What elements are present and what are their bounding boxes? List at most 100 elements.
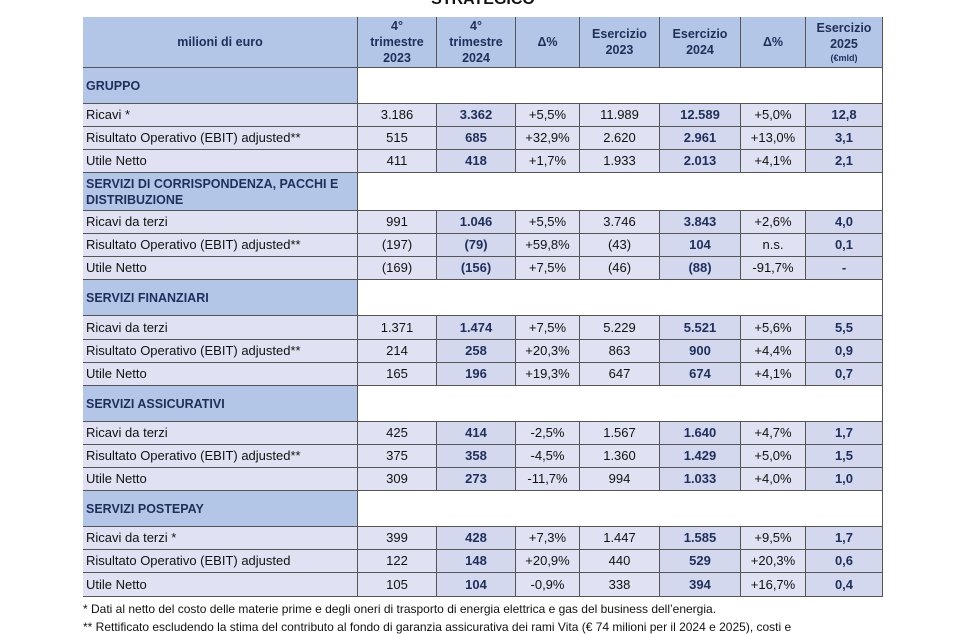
row-label: Ricavi da terzi [83, 316, 358, 340]
value-cell: 258 [437, 340, 516, 363]
value-cell: 1.033 [660, 468, 741, 491]
value-cell: 4,0 [806, 211, 883, 234]
value-cell: 685 [437, 127, 516, 150]
section-title: SERVIZI FINANZIARI [83, 280, 358, 316]
value-cell: +9,5% [741, 527, 806, 550]
value-cell: 358 [437, 445, 516, 468]
header-cell: Esercizio 2024 [660, 17, 741, 68]
row-label: Risultato Operativo (EBIT) adjusted [83, 550, 358, 573]
value-cell: +20,3% [741, 550, 806, 573]
value-cell: 0,9 [806, 340, 883, 363]
value-cell: +5,0% [741, 104, 806, 127]
value-cell: 863 [580, 340, 660, 363]
value-cell: 414 [437, 422, 516, 445]
value-cell: +7,3% [516, 527, 580, 550]
value-cell: 0,7 [806, 363, 883, 386]
value-cell: 1,7 [806, 527, 883, 550]
value-cell: 900 [660, 340, 741, 363]
value-cell: 0,4 [806, 573, 883, 597]
value-cell: 165 [358, 363, 437, 386]
value-cell: 5,5 [806, 316, 883, 340]
value-cell: 3.362 [437, 104, 516, 127]
section-blank [358, 491, 883, 527]
value-cell: +13,0% [741, 127, 806, 150]
row-label: Ricavi * [83, 104, 358, 127]
value-cell: +16,7% [741, 573, 806, 597]
value-cell: +4,1% [741, 150, 806, 173]
value-cell: 1.567 [580, 422, 660, 445]
header-cell: Δ% [741, 17, 806, 68]
value-cell: 3.186 [358, 104, 437, 127]
row-label: Utile Netto [83, 468, 358, 491]
value-cell: +1,7% [516, 150, 580, 173]
section-title: SERVIZI DI CORRISPONDENZA, PACCHI E DIST… [83, 173, 358, 211]
value-cell: +5,5% [516, 211, 580, 234]
value-cell: -91,7% [741, 257, 806, 280]
row-label: Ricavi da terzi [83, 211, 358, 234]
value-cell: 418 [437, 150, 516, 173]
value-cell: 1,7 [806, 422, 883, 445]
row-label: Utile Netto [83, 257, 358, 280]
value-cell: 196 [437, 363, 516, 386]
section-blank [358, 280, 883, 316]
value-cell: +5,0% [741, 445, 806, 468]
header-cell: Esercizio 2023 [580, 17, 660, 68]
footnote: ** Rettificato escludendo la stima del c… [83, 620, 792, 634]
value-cell: 1.429 [660, 445, 741, 468]
page-title: STRATEGICO [0, 0, 956, 9]
value-cell: 515 [358, 127, 437, 150]
value-cell: 214 [358, 340, 437, 363]
value-cell: (88) [660, 257, 741, 280]
value-cell: 12,8 [806, 104, 883, 127]
value-cell: 529 [660, 550, 741, 573]
section-title: GRUPPO [83, 68, 358, 104]
section-blank [358, 173, 883, 211]
value-cell: +32,9% [516, 127, 580, 150]
value-cell: +5,6% [741, 316, 806, 340]
value-cell: 338 [580, 573, 660, 597]
value-cell: +4,1% [741, 363, 806, 386]
value-cell: 104 [660, 234, 741, 257]
footnote: * Dati al netto del costo delle materie … [83, 602, 717, 616]
value-cell: +59,8% [516, 234, 580, 257]
value-cell: 1.933 [580, 150, 660, 173]
value-cell: 0,6 [806, 550, 883, 573]
value-cell: +19,3% [516, 363, 580, 386]
row-label: Risultato Operativo (EBIT) adjusted** [83, 234, 358, 257]
value-cell: 3,1 [806, 127, 883, 150]
value-cell: +5,5% [516, 104, 580, 127]
row-label: Risultato Operativo (EBIT) adjusted** [83, 340, 358, 363]
value-cell: +7,5% [516, 257, 580, 280]
value-cell: 1.371 [358, 316, 437, 340]
value-cell: +4,0% [741, 468, 806, 491]
value-cell: (169) [358, 257, 437, 280]
row-label: Risultato Operativo (EBIT) adjusted** [83, 127, 358, 150]
value-cell: 1.640 [660, 422, 741, 445]
row-label: Risultato Operativo (EBIT) adjusted** [83, 445, 358, 468]
header-cell: Δ% [516, 17, 580, 68]
value-cell: 994 [580, 468, 660, 491]
value-cell: -11,7% [516, 468, 580, 491]
value-cell: 2.620 [580, 127, 660, 150]
value-cell: -0,9% [516, 573, 580, 597]
value-cell: 1,0 [806, 468, 883, 491]
value-cell: (43) [580, 234, 660, 257]
value-cell: (197) [358, 234, 437, 257]
value-cell: 12.589 [660, 104, 741, 127]
value-cell: +20,3% [516, 340, 580, 363]
value-cell: 122 [358, 550, 437, 573]
value-cell: +4,7% [741, 422, 806, 445]
value-cell: 105 [358, 573, 437, 597]
value-cell: +2,6% [741, 211, 806, 234]
value-cell: -2,5% [516, 422, 580, 445]
row-label: Utile Netto [83, 363, 358, 386]
value-cell: 647 [580, 363, 660, 386]
value-cell: 1,5 [806, 445, 883, 468]
value-cell: 428 [437, 527, 516, 550]
section-blank [358, 68, 883, 104]
value-cell: 0,1 [806, 234, 883, 257]
value-cell: 1.447 [580, 527, 660, 550]
value-cell: -4,5% [516, 445, 580, 468]
section-title: SERVIZI ASSICURATIVI [83, 386, 358, 422]
